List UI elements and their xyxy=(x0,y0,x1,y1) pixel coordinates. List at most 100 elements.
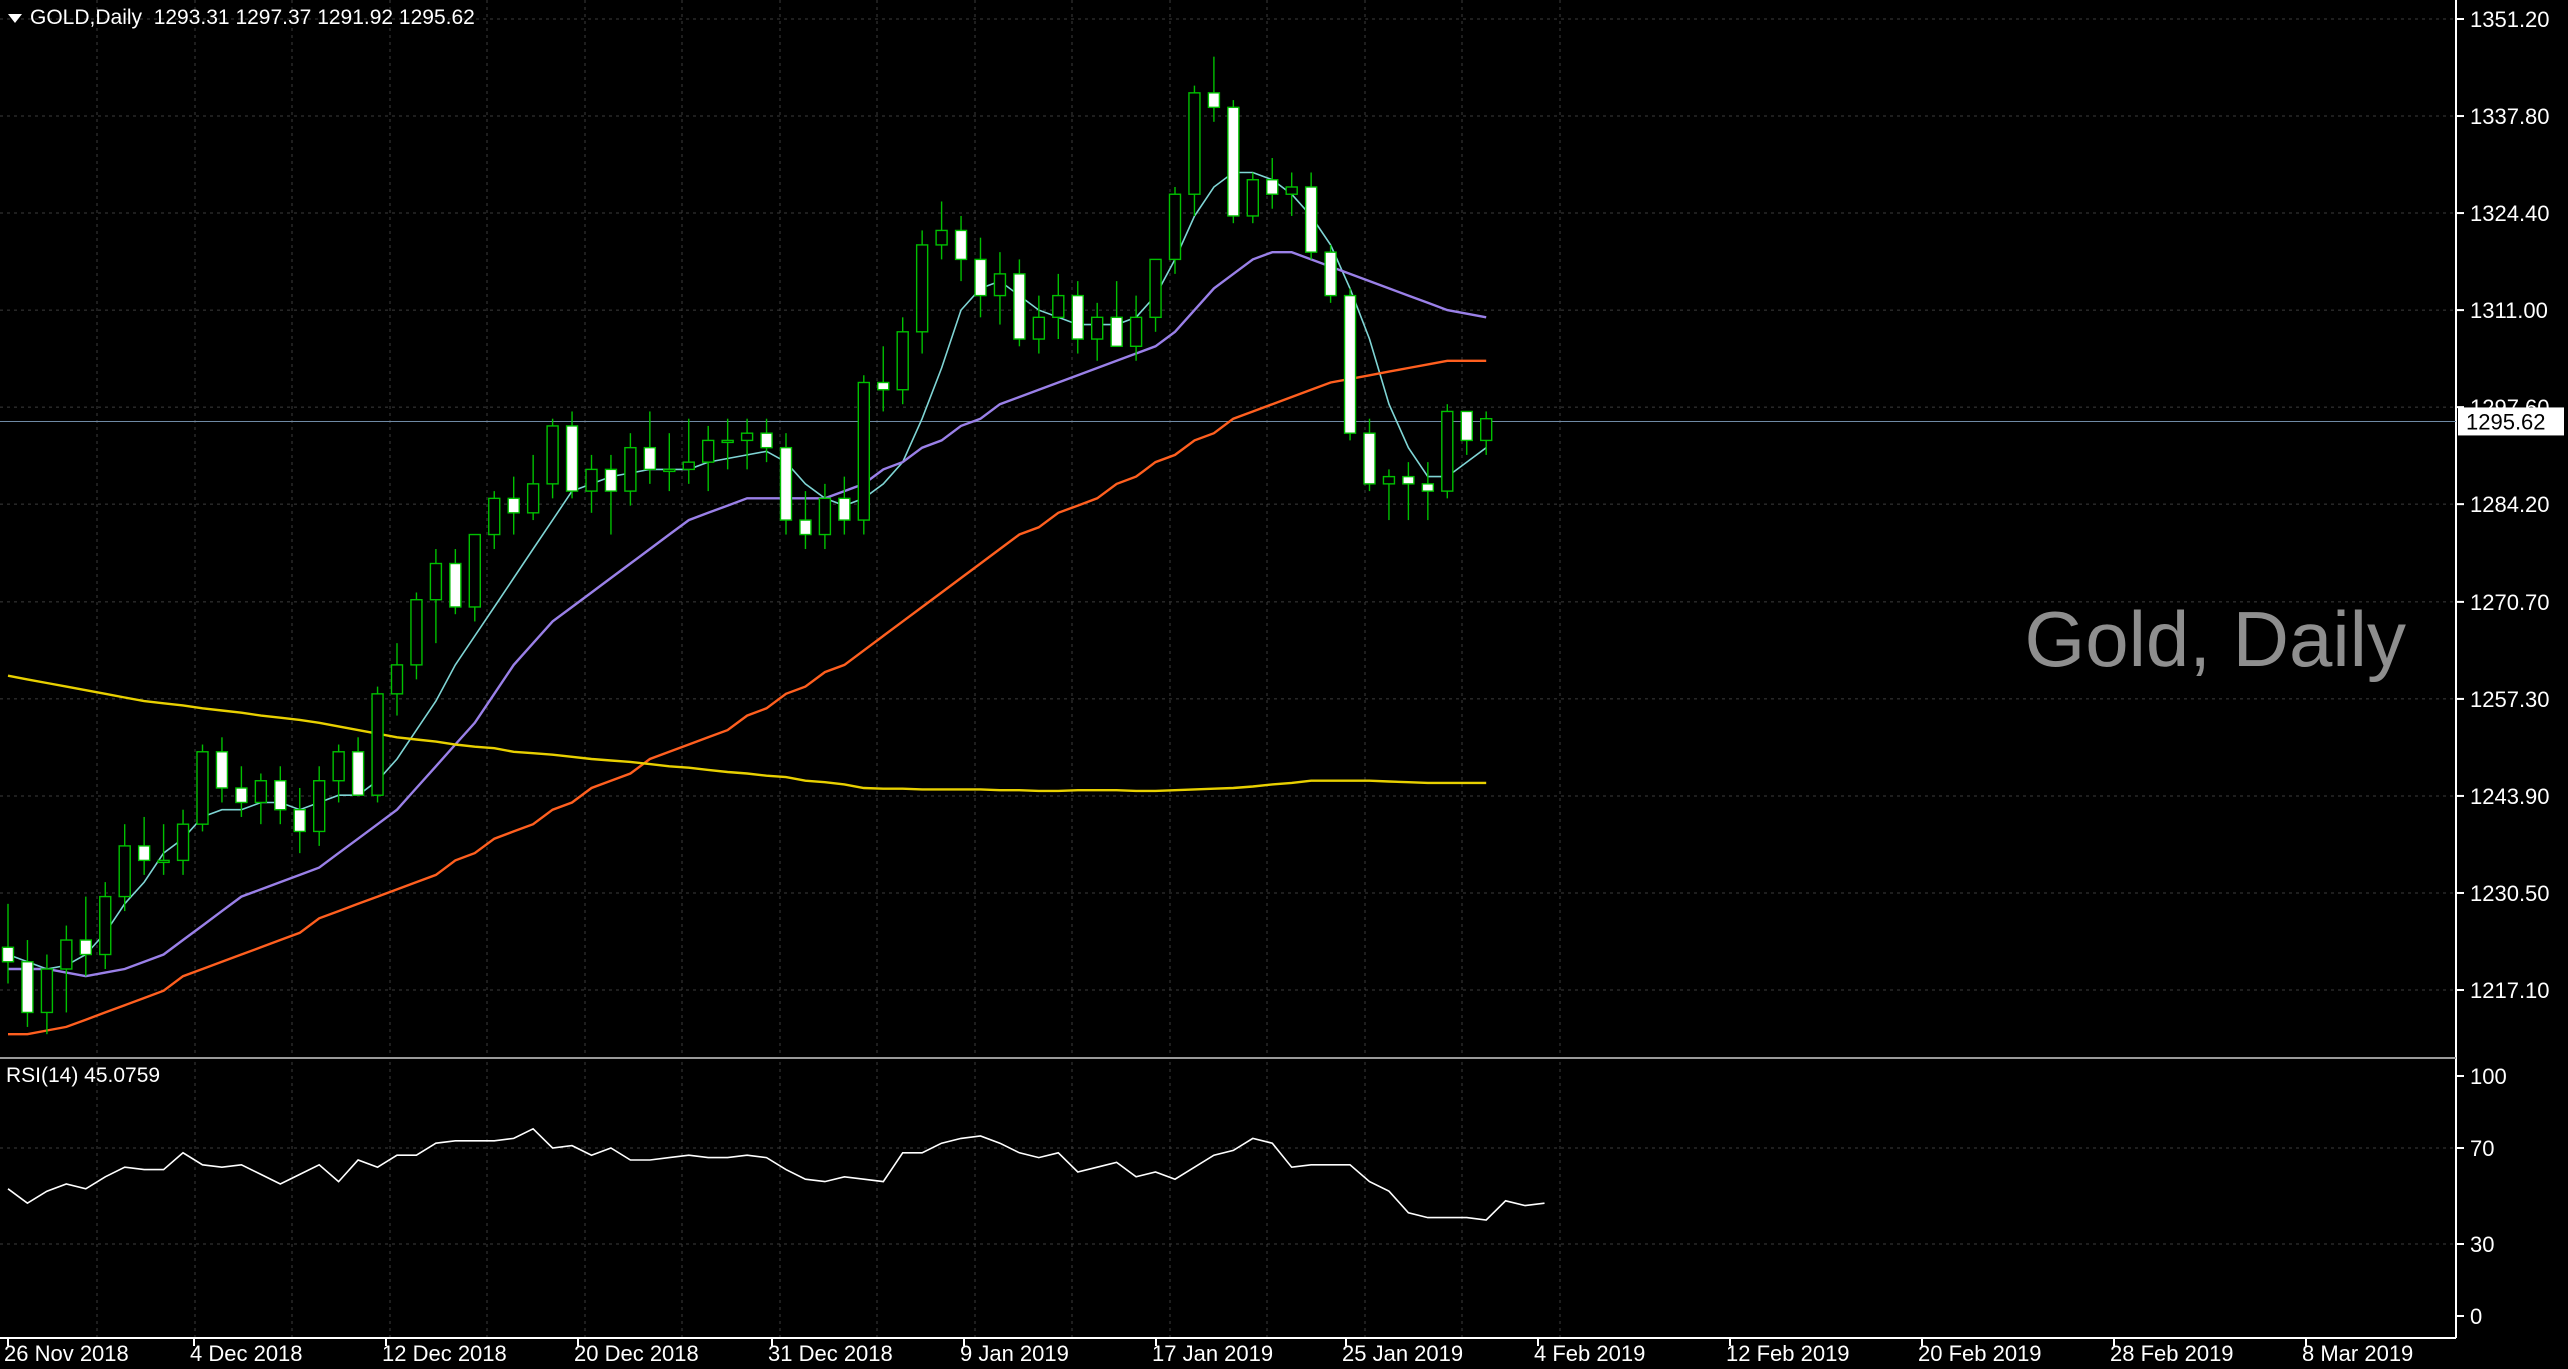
candle-bullish[interactable] xyxy=(1382,475,1396,485)
candle-bullish[interactable] xyxy=(1032,316,1046,340)
time-tick-label: 12 Feb 2019 xyxy=(1726,1341,1850,1366)
candle-bearish[interactable] xyxy=(954,229,968,261)
candle-bearish[interactable] xyxy=(137,845,151,862)
rsi-title: RSI(14) 45.0759 xyxy=(6,1064,161,1087)
candle-bullish[interactable] xyxy=(818,497,832,536)
candle-bullish[interactable] xyxy=(196,751,209,825)
candle-bearish[interactable] xyxy=(1460,410,1473,442)
candle-bullish[interactable] xyxy=(410,599,423,666)
candle-bullish[interactable] xyxy=(332,751,345,782)
candle-bullish[interactable] xyxy=(935,229,948,246)
moving-average-line xyxy=(8,359,1487,1036)
candle-bullish[interactable] xyxy=(313,780,326,833)
candle-bearish[interactable] xyxy=(1266,179,1279,195)
candle-bullish[interactable] xyxy=(1441,410,1454,492)
candle-bearish[interactable] xyxy=(565,425,579,492)
candle-bullish[interactable] xyxy=(254,780,268,804)
candle-bearish[interactable] xyxy=(877,381,890,391)
candle-bullish[interactable] xyxy=(663,468,676,473)
collapse-triangle-icon[interactable] xyxy=(8,13,22,23)
candle-bullish[interactable] xyxy=(390,664,404,695)
candle-bearish[interactable] xyxy=(838,497,851,521)
price-tick-label: 1284.20 xyxy=(2470,492,2550,517)
chart-symbol: GOLD,Daily xyxy=(30,6,143,29)
candle-bullish[interactable] xyxy=(176,823,190,862)
candle-bearish[interactable] xyxy=(1343,294,1357,434)
candle-bullish[interactable] xyxy=(1285,186,1298,195)
candle-bullish[interactable] xyxy=(468,533,481,608)
candle-bearish[interactable] xyxy=(1324,251,1337,297)
candle-bullish[interactable] xyxy=(1168,193,1182,261)
time-tick-label: 28 Feb 2019 xyxy=(2110,1341,2234,1366)
candle-bullish[interactable] xyxy=(1052,294,1065,319)
rsi-tick-label: 70 xyxy=(2470,1136,2494,1161)
candle-bullish[interactable] xyxy=(99,895,112,956)
candle-bearish[interactable] xyxy=(1421,483,1435,492)
rsi-tick-label: 30 xyxy=(2470,1232,2494,1257)
candle-bearish[interactable] xyxy=(507,497,520,514)
candle-bullish[interactable] xyxy=(526,483,540,514)
candle-bullish[interactable] xyxy=(40,968,54,1014)
price-tick-label: 1243.90 xyxy=(2470,784,2550,809)
candle-bearish[interactable] xyxy=(1207,92,1221,109)
candle-bearish[interactable] xyxy=(21,961,34,1014)
candle-bullish[interactable] xyxy=(682,461,695,471)
candle-bullish[interactable] xyxy=(546,425,559,485)
candle-bullish[interactable] xyxy=(585,468,598,492)
price-tick-label: 1217.10 xyxy=(2470,978,2550,1003)
candle-bullish[interactable] xyxy=(60,939,73,970)
candle-bearish[interactable] xyxy=(760,432,773,449)
candle-bearish[interactable] xyxy=(79,939,93,956)
candle-bullish[interactable] xyxy=(488,497,501,536)
price-tick-label: 1270.70 xyxy=(2470,590,2550,615)
moving-average-line xyxy=(8,250,1487,978)
candle-bullish[interactable] xyxy=(1479,417,1493,442)
candle-bearish[interactable] xyxy=(274,780,287,811)
candle-bearish[interactable] xyxy=(604,468,618,492)
candle-bullish[interactable] xyxy=(1090,316,1104,340)
candle-bearish[interactable] xyxy=(1110,316,1123,347)
candle-bearish[interactable] xyxy=(974,258,987,297)
candle-bullish[interactable] xyxy=(371,693,384,796)
time-tick-label: 12 Dec 2018 xyxy=(382,1341,507,1366)
candle-bullish[interactable] xyxy=(896,331,909,391)
candle-bullish[interactable] xyxy=(1149,258,1162,319)
candle-bearish[interactable] xyxy=(351,751,365,796)
time-tick-label: 4 Dec 2018 xyxy=(190,1341,303,1366)
candle-bearish[interactable] xyxy=(1013,273,1026,340)
candle-bullish[interactable] xyxy=(1188,92,1201,195)
candle-bullish[interactable] xyxy=(993,273,1007,297)
candle-bearish[interactable] xyxy=(779,446,793,521)
candle-bullish[interactable] xyxy=(118,845,131,898)
candle-bearish[interactable] xyxy=(1227,106,1240,217)
candle-bullish[interactable] xyxy=(740,432,754,442)
price-tick-label: 1230.50 xyxy=(2470,881,2550,906)
candle-bearish[interactable] xyxy=(1071,294,1084,340)
candle-bearish[interactable] xyxy=(1,946,15,963)
time-tick-label: 9 Jan 2019 xyxy=(960,1341,1069,1366)
candle-bullish[interactable] xyxy=(702,439,715,463)
chart-header: GOLD,Daily 1293.31 1297.37 1291.92 1295.… xyxy=(8,6,475,30)
candle-bearish[interactable] xyxy=(293,809,306,833)
candle-bearish[interactable] xyxy=(643,446,657,471)
candle-bullish[interactable] xyxy=(721,439,734,444)
candle-bullish[interactable] xyxy=(915,244,929,333)
candle-bullish[interactable] xyxy=(1246,179,1260,217)
rsi-tick-label: 0 xyxy=(2470,1304,2482,1329)
candle-bearish[interactable] xyxy=(215,751,229,789)
candle-bearish[interactable] xyxy=(235,787,248,804)
candle-bearish[interactable] xyxy=(1363,432,1376,485)
time-tick-label: 31 Dec 2018 xyxy=(768,1341,893,1366)
candle-bearish[interactable] xyxy=(799,519,812,536)
candle-bearish[interactable] xyxy=(1402,475,1415,485)
candle-bullish[interactable] xyxy=(624,446,637,492)
time-tick-label: 26 Nov 2018 xyxy=(4,1341,129,1366)
candle-bullish[interactable] xyxy=(157,859,170,864)
candle-bullish[interactable] xyxy=(857,381,870,521)
candle-bullish[interactable] xyxy=(1129,316,1143,347)
candle-bullish[interactable] xyxy=(429,562,443,601)
moving-average-line xyxy=(7,171,1487,970)
candle-bearish[interactable] xyxy=(1304,186,1318,253)
candle-bearish[interactable] xyxy=(449,562,462,608)
